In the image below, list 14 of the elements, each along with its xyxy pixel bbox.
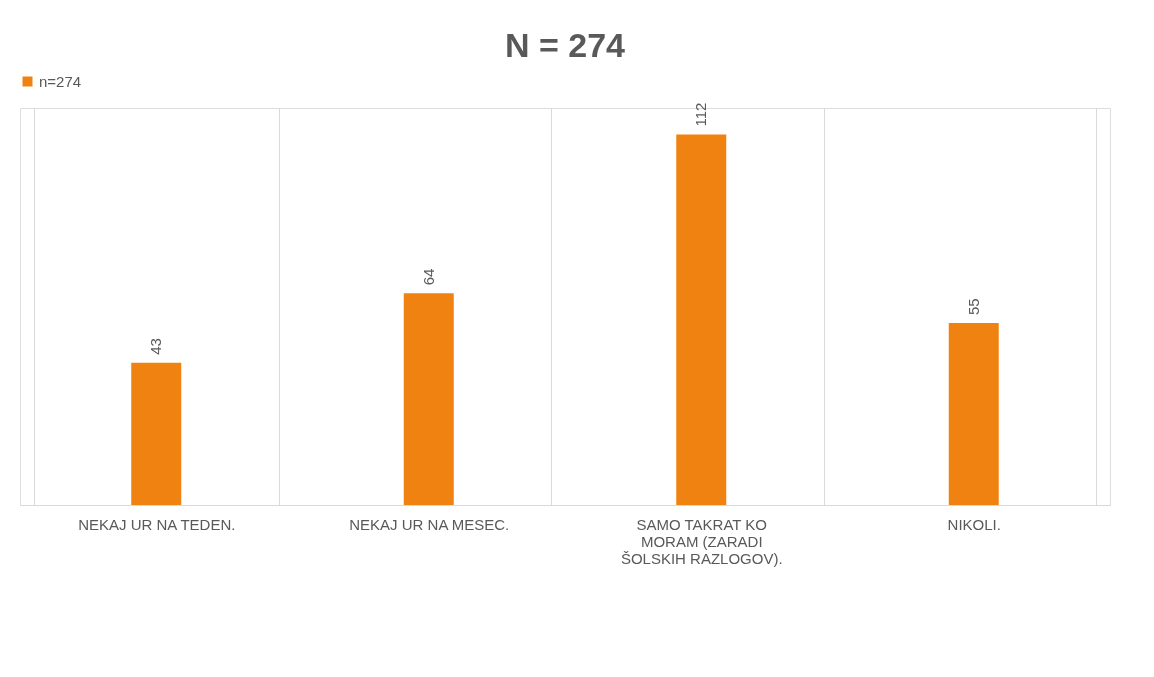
x-tick-label: SAMO TAKRAT KO MORAM (ZARADI ŠOLSKIH RAZLOGOV). — [620, 515, 783, 567]
x-tick-label: NEKAJ UR NA TEDEN. — [78, 515, 236, 533]
bar — [403, 293, 454, 505]
bar — [948, 323, 999, 505]
data-label: 55 — [964, 298, 982, 316]
data-label: 112 — [692, 102, 710, 127]
bar — [131, 362, 182, 505]
legend-label: n=274 — [39, 72, 82, 90]
bar — [676, 134, 727, 505]
data-label: 64 — [419, 268, 437, 286]
x-tick-label: NEKAJ UR NA MESEC. — [349, 515, 510, 533]
data-label: 43 — [147, 338, 165, 355]
x-tick-label: NIKOLI. — [947, 515, 1001, 533]
chart-title: N = 274 — [504, 26, 626, 64]
